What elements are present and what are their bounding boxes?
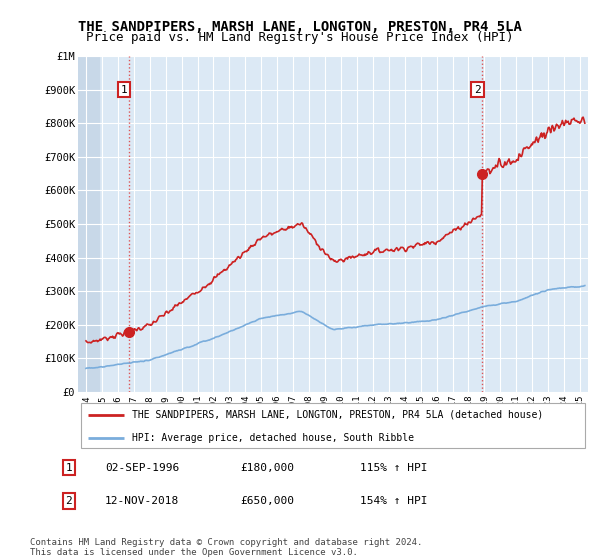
Text: 2: 2 bbox=[65, 496, 73, 506]
Text: 1: 1 bbox=[121, 85, 127, 95]
Text: Contains HM Land Registry data © Crown copyright and database right 2024.
This d: Contains HM Land Registry data © Crown c… bbox=[30, 538, 422, 557]
Text: Price paid vs. HM Land Registry's House Price Index (HPI): Price paid vs. HM Land Registry's House … bbox=[86, 31, 514, 44]
Text: THE SANDPIPERS, MARSH LANE, LONGTON, PRESTON, PR4 5LA (detached house): THE SANDPIPERS, MARSH LANE, LONGTON, PRE… bbox=[131, 409, 543, 419]
Text: THE SANDPIPERS, MARSH LANE, LONGTON, PRESTON, PR4 5LA: THE SANDPIPERS, MARSH LANE, LONGTON, PRE… bbox=[78, 20, 522, 34]
Text: 12-NOV-2018: 12-NOV-2018 bbox=[105, 496, 179, 506]
Text: 2: 2 bbox=[474, 85, 481, 95]
Text: £180,000: £180,000 bbox=[240, 463, 294, 473]
Text: 115% ↑ HPI: 115% ↑ HPI bbox=[360, 463, 427, 473]
Text: 1: 1 bbox=[65, 463, 73, 473]
Bar bbox=[78, 56, 99, 392]
Text: £650,000: £650,000 bbox=[240, 496, 294, 506]
Text: 154% ↑ HPI: 154% ↑ HPI bbox=[360, 496, 427, 506]
Text: 02-SEP-1996: 02-SEP-1996 bbox=[105, 463, 179, 473]
FancyBboxPatch shape bbox=[80, 403, 586, 448]
Text: HPI: Average price, detached house, South Ribble: HPI: Average price, detached house, Sout… bbox=[131, 433, 413, 443]
